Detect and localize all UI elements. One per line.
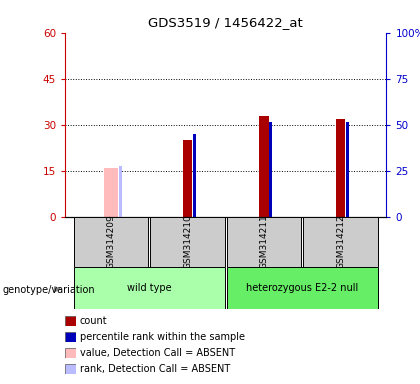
Bar [303, 217, 378, 267]
Bar [183, 140, 192, 217]
Text: GSM314212: GSM314212 [336, 215, 345, 269]
Bar [74, 217, 149, 267]
Bar [150, 217, 225, 267]
Bar [74, 267, 225, 309]
Text: heterozygous E2-2 null: heterozygous E2-2 null [246, 283, 358, 293]
Text: rank, Detection Call = ABSENT: rank, Detection Call = ABSENT [80, 364, 230, 374]
Text: GSM314209: GSM314209 [107, 215, 116, 269]
Text: wild type: wild type [127, 283, 171, 293]
Bar [226, 217, 302, 267]
Bar [193, 134, 196, 217]
Bar [226, 267, 378, 309]
Text: value, Detection Call = ABSENT: value, Detection Call = ABSENT [80, 348, 235, 358]
Bar [346, 122, 349, 217]
Bar [336, 119, 345, 217]
Bar [104, 168, 118, 217]
Bar [119, 166, 122, 217]
Text: count: count [80, 316, 108, 326]
Text: GSM314210: GSM314210 [183, 215, 192, 269]
Text: GSM314211: GSM314211 [260, 215, 268, 269]
Bar [269, 122, 273, 217]
Text: percentile rank within the sample: percentile rank within the sample [80, 332, 245, 342]
Text: genotype/variation: genotype/variation [2, 285, 95, 295]
Bar [260, 116, 269, 217]
Title: GDS3519 / 1456422_at: GDS3519 / 1456422_at [148, 16, 303, 29]
